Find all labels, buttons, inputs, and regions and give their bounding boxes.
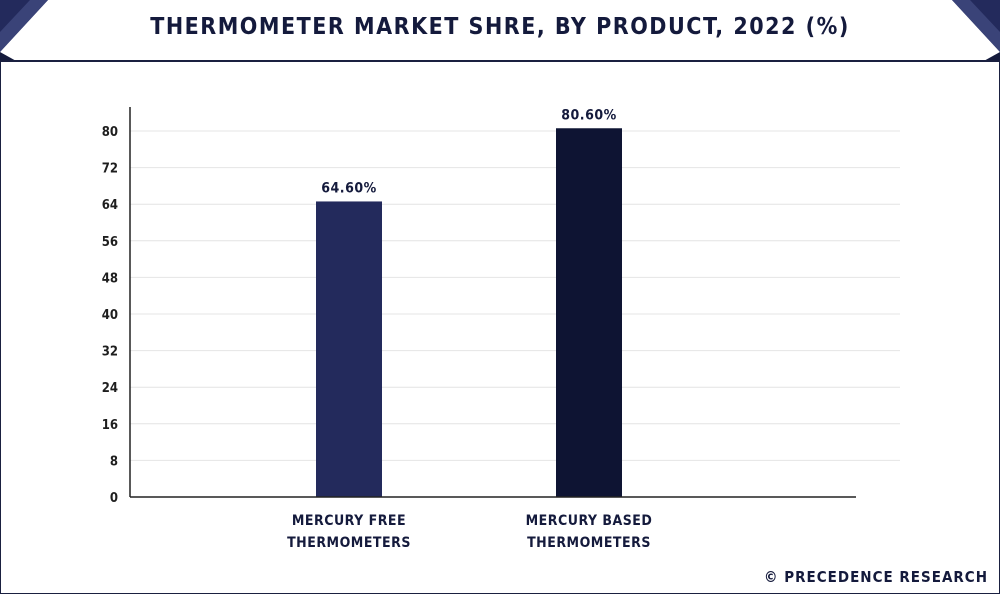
y-tick-label: 16 — [102, 418, 118, 433]
y-tick-label: 32 — [102, 345, 118, 360]
y-tick-label: 72 — [102, 162, 118, 177]
banner-shape — [0, 0, 1000, 62]
bars: 64.60% 80.60% — [316, 107, 622, 497]
bar — [556, 128, 622, 497]
x-category-label: THERMOMETERS — [287, 535, 411, 551]
y-tick-label: 8 — [110, 454, 118, 469]
x-axis-categories: MERCURY FREE THERMOMETERS MERCURY BASED THE… — [287, 513, 652, 551]
y-tick-label: 48 — [102, 271, 118, 286]
source-credit: © PRECEDENCE RESEARCH — [764, 568, 988, 586]
gridlines — [130, 130, 900, 461]
x-category-label: MERCURY BASED — [526, 513, 653, 529]
x-category-label: MERCURY FREE — [292, 513, 406, 529]
x-category-label: THERMOMETERS — [527, 535, 651, 551]
y-tick-label: 56 — [102, 235, 118, 250]
title-banner: THERMOMETER MARKET SHRE, BY PRODUCT, 202… — [0, 0, 1000, 62]
chart-title: THERMOMETER MARKET SHRE, BY PRODUCT, 202… — [150, 14, 850, 40]
y-tick-label: 80 — [102, 125, 118, 140]
y-tick-label: 64 — [102, 198, 118, 213]
bar — [316, 201, 382, 497]
y-tick-label: 24 — [102, 381, 118, 396]
data-label: 80.60% — [561, 107, 616, 123]
y-tick-label: 40 — [102, 308, 118, 323]
y-axis-ticks: 0 8 16 24 32 40 48 56 64 72 80 — [102, 125, 118, 506]
data-label: 64.60% — [321, 180, 376, 196]
axes — [129, 107, 856, 498]
y-tick-label: 0 — [110, 491, 118, 506]
